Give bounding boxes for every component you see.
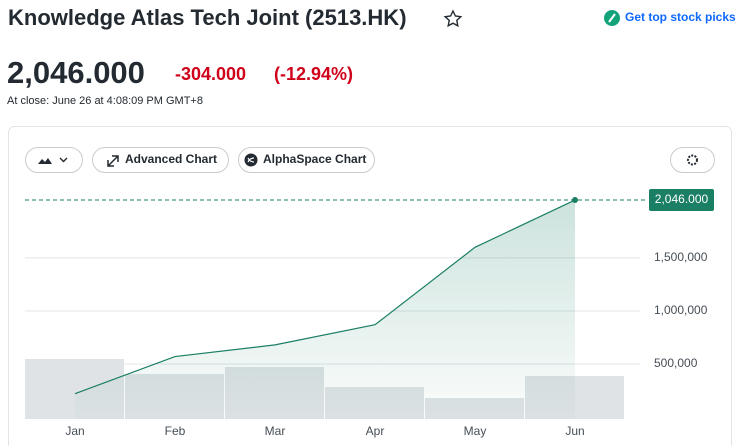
button-frame[interactable]	[25, 147, 83, 173]
x-tick-label: Apr	[366, 424, 385, 438]
price: 2,046.000	[7, 55, 145, 90]
button-frame[interactable]	[238, 147, 375, 173]
close-time: At close: June 26 at 4:08:09 PM GMT+8	[7, 95, 203, 107]
y-tick-label: 1,500,000	[654, 250, 708, 264]
x-tick-label: Jun	[565, 424, 584, 438]
stock-title: Knowledge Atlas Tech Joint (2513.HK)	[8, 5, 407, 30]
cta-link[interactable]: Get top stock picks	[604, 10, 736, 26]
button-label[interactable]: Advanced Chart	[125, 152, 217, 166]
price-area	[75, 200, 575, 419]
alphaspace-chart-button[interactable]: AlphaSpace Chart	[238, 147, 375, 173]
last-price-badge	[649, 189, 714, 212]
button-frame[interactable]	[92, 147, 229, 173]
y-tick-label: 500,000	[654, 356, 698, 370]
y-tick-label: 1,000,000	[654, 303, 708, 317]
cta-text[interactable]: Get top stock picks	[625, 10, 736, 24]
price-line	[74, 199, 576, 395]
last-price-dot	[572, 197, 578, 204]
button-label[interactable]: AlphaSpace Chart	[263, 152, 366, 166]
price-change: -304.000	[175, 64, 246, 84]
chevron	[59, 157, 68, 163]
chart: 500,000 1,000,000 1,500,000 Jan Feb Mar Apr May…	[25, 189, 714, 438]
button-frame[interactable]	[670, 147, 715, 173]
expand-icon	[107, 155, 119, 167]
gear-icon	[687, 154, 698, 166]
alpha-glyph	[247, 157, 255, 163]
watchlist-star[interactable]	[443, 9, 463, 28]
x-tick-label: Jan	[65, 424, 84, 438]
x-tick-label: May	[464, 424, 487, 438]
mountain-icon	[38, 158, 52, 164]
chart-type-button[interactable]	[25, 147, 83, 173]
x-tick-label: Mar	[265, 424, 286, 438]
price-change-pct: (-12.94%)	[274, 64, 353, 84]
x-tick-label: Feb	[165, 424, 186, 438]
alpha-icon	[244, 153, 258, 167]
advanced-chart-button[interactable]: Advanced Chart	[92, 147, 229, 173]
last-price-label: 2,046.000	[655, 192, 709, 206]
cta-icon-mark	[608, 13, 616, 23]
settings-button[interactable]	[670, 147, 715, 173]
